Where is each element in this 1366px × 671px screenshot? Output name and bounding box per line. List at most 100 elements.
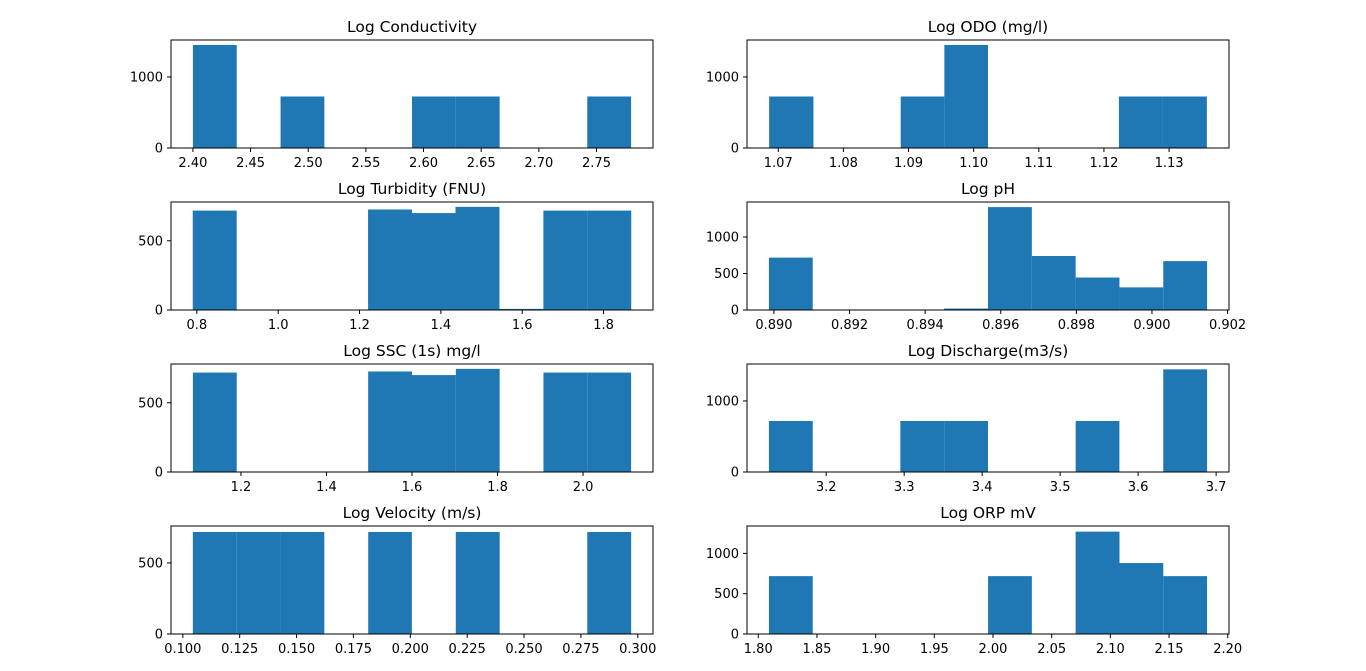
axes-frame xyxy=(746,201,1230,311)
panel-title: Log Conductivity xyxy=(347,18,477,36)
histogram-bar xyxy=(280,96,325,148)
x-tick-label: 2.60 xyxy=(409,156,438,171)
y-tick-label: 500 xyxy=(714,267,739,282)
panel-title: Log SSC (1s) mg/l xyxy=(343,342,480,360)
x-tick-label: 0.225 xyxy=(449,642,486,657)
histogram-bar xyxy=(1163,369,1208,472)
x-tick-label: 2.50 xyxy=(294,156,323,171)
axes-frame xyxy=(746,363,1230,473)
x-tick-label: 1.09 xyxy=(894,156,923,171)
histogram-bar xyxy=(768,420,813,472)
x-tick-label: 0.150 xyxy=(278,642,315,657)
x-tick-label: 1.08 xyxy=(829,156,858,171)
histogram-panel-3: Log Turbidity (FNU) 0.8 1.0 1.2 1.4 1.6 1.8 0 50… xyxy=(138,180,654,333)
x-tick-label: 1.11 xyxy=(1024,156,1053,171)
panel-title: Log pH xyxy=(961,180,1015,198)
x-tick-label: 0.902 xyxy=(1209,318,1246,333)
x-tick-label: 2.65 xyxy=(467,156,496,171)
x-tick-label: 1.90 xyxy=(861,642,890,657)
histogram-bar xyxy=(1075,420,1120,472)
histogram-panel-6: Log Discharge(m3/s) 3.2 3.3 3.4 3.5 3.6 3.7 0 10… xyxy=(706,342,1230,495)
y-tick-label: 1000 xyxy=(706,547,739,562)
x-tick-label: 0.275 xyxy=(562,642,599,657)
x-tick-label: 2.55 xyxy=(351,156,380,171)
y-tick-label: 1000 xyxy=(706,231,739,246)
y-tick-label: 0 xyxy=(731,466,739,481)
y-tick-label: 1000 xyxy=(130,70,163,85)
histogram-bar xyxy=(587,372,632,472)
x-tick-label: 2.15 xyxy=(1155,642,1184,657)
histogram-bar xyxy=(944,420,988,472)
histogram-panel-7: Log Velocity (m/s) 0.100 0.125 0.150 0.175 0.… xyxy=(138,504,656,657)
y-tick-label: 0 xyxy=(731,628,739,643)
x-tick-label: 0.890 xyxy=(755,318,792,333)
histogram-bar xyxy=(1162,96,1207,148)
axes-frame xyxy=(746,525,1230,635)
x-tick-label: 2.10 xyxy=(1096,642,1125,657)
histogram-bar xyxy=(944,44,988,148)
histogram-bar xyxy=(543,210,588,310)
x-tick-label: 3.7 xyxy=(1206,480,1227,495)
x-tick-label: 1.85 xyxy=(802,642,831,657)
x-tick-label: 1.4 xyxy=(316,480,337,495)
histogram-bar xyxy=(1119,287,1164,310)
x-tick-label: 0.900 xyxy=(1133,318,1170,333)
axes-frame xyxy=(170,525,654,635)
y-tick-label: 500 xyxy=(138,396,163,411)
x-tick-label: 2.20 xyxy=(1213,642,1242,657)
histogram-bar xyxy=(455,531,500,634)
histogram-bar xyxy=(543,372,588,472)
histogram-bar xyxy=(412,96,456,148)
y-tick-label: 1000 xyxy=(706,70,739,85)
x-tick-label: 0.300 xyxy=(619,642,656,657)
x-tick-label: 0.175 xyxy=(335,642,372,657)
x-tick-label: 1.6 xyxy=(512,318,533,333)
histogram-bar xyxy=(192,44,237,148)
histogram-bar xyxy=(587,210,632,310)
histogram-bar xyxy=(768,576,813,634)
x-tick-label: 1.6 xyxy=(402,480,423,495)
panel-title: Log Velocity (m/s) xyxy=(343,504,482,522)
x-tick-label: 1.0 xyxy=(268,318,289,333)
histogram-bar xyxy=(192,372,237,472)
histogram-panel-1: Log Conductivity 2.40 2.45 2.50 2.55 2.60 2.65… xyxy=(130,18,654,171)
histogram-bar xyxy=(192,210,237,310)
y-tick-label: 0 xyxy=(155,142,163,157)
histogram-bar xyxy=(587,531,632,634)
x-tick-label: 0.896 xyxy=(982,318,1019,333)
histogram-panel-5: Log SSC (1s) mg/l 1.2 1.4 1.6 1.8 2.0 0 500 xyxy=(138,342,654,495)
y-tick-label: 500 xyxy=(138,234,163,249)
x-tick-label: 2.40 xyxy=(178,156,207,171)
histogram-bar xyxy=(587,96,632,148)
histogram-bar xyxy=(192,531,237,634)
x-tick-label: 1.8 xyxy=(487,480,508,495)
panel-title: Log Turbidity (FNU) xyxy=(338,180,486,198)
x-tick-label: 0.200 xyxy=(392,642,429,657)
x-tick-label: 2.70 xyxy=(524,156,553,171)
x-tick-label: 1.07 xyxy=(764,156,793,171)
x-tick-label: 1.80 xyxy=(744,642,773,657)
histogram-bar xyxy=(1075,531,1120,634)
x-tick-label: 0.250 xyxy=(505,642,542,657)
histogram-bar xyxy=(368,371,412,472)
histogram-bar xyxy=(900,96,945,148)
x-tick-label: 0.894 xyxy=(907,318,944,333)
histogram-bar xyxy=(1163,261,1208,310)
x-tick-label: 0.8 xyxy=(186,318,207,333)
axes-frame xyxy=(746,39,1230,149)
histogram-panel-4: Log pH 0.890 0.892 0.894 0.896 0.898 0.900 0.90… xyxy=(706,180,1246,333)
x-tick-label: 3.5 xyxy=(1050,480,1071,495)
x-tick-label: 0.892 xyxy=(831,318,868,333)
histogram-panel-8: Log ORP mV 1.80 1.85 1.90 1.95 2.00 2.05 2.10 2.… xyxy=(706,504,1242,657)
histogram-bar xyxy=(368,209,412,310)
histogram-bar xyxy=(769,96,814,148)
y-tick-label: 500 xyxy=(138,556,163,571)
histogram-bar xyxy=(455,206,500,310)
y-tick-label: 0 xyxy=(155,304,163,319)
y-tick-label: 0 xyxy=(731,304,739,319)
y-tick-label: 1000 xyxy=(706,394,739,409)
x-tick-label: 1.8 xyxy=(593,318,614,333)
histogram-bar xyxy=(455,96,500,148)
histogram-bar xyxy=(455,368,500,472)
